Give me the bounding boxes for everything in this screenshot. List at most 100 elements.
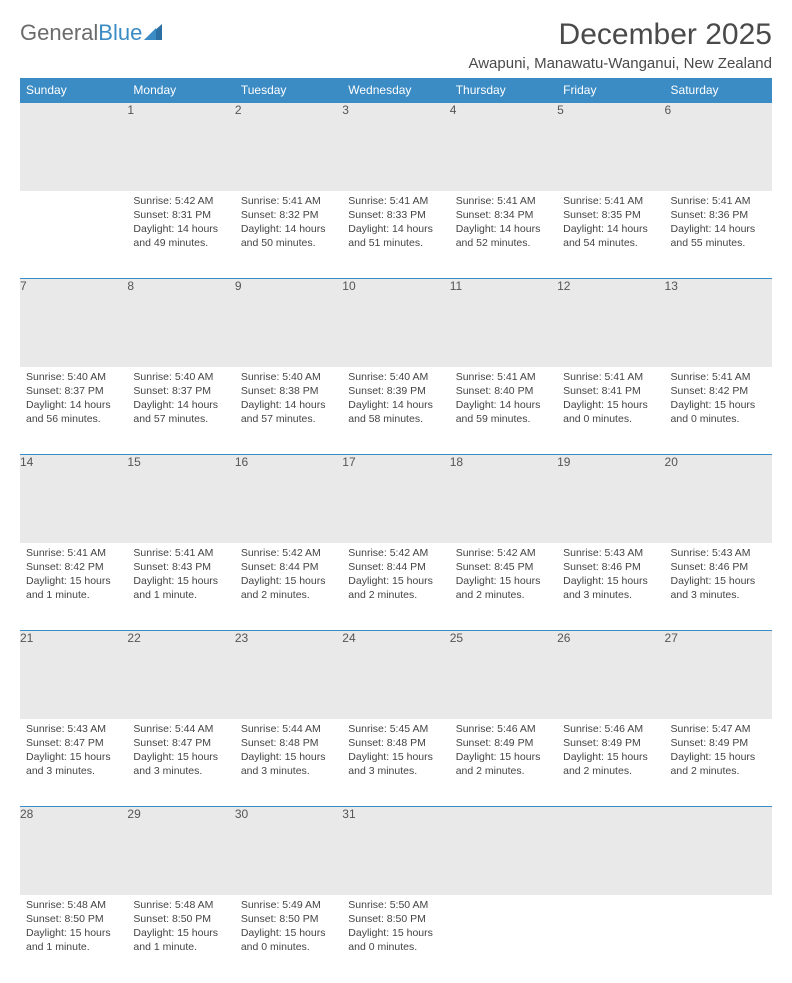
sunset-line: Sunset: 8:50 PM (241, 913, 319, 925)
sunset-line: Sunset: 8:43 PM (133, 561, 211, 573)
daylight-line: Daylight: 15 hours and 1 minute. (26, 927, 111, 953)
day-cell: Sunrise: 5:42 AMSunset: 8:44 PMDaylight:… (342, 543, 449, 631)
day-number-cell: 30 (235, 807, 342, 895)
logo-text-blue: Blue (98, 22, 142, 44)
day-number-cell (450, 807, 557, 895)
daylight-line: Daylight: 14 hours and 54 minutes. (563, 223, 648, 249)
day-cell-body: Sunrise: 5:47 AMSunset: 8:49 PMDaylight:… (665, 719, 772, 785)
daylight-line: Daylight: 15 hours and 2 minutes. (241, 575, 326, 601)
daylight-line: Daylight: 15 hours and 0 minutes. (348, 927, 433, 953)
day-cell-body: Sunrise: 5:41 AMSunset: 8:42 PMDaylight:… (20, 543, 127, 609)
sunset-line: Sunset: 8:50 PM (348, 913, 426, 925)
day-number-cell: 12 (557, 279, 664, 367)
day-cell (20, 191, 127, 279)
day-number-cell (665, 807, 772, 895)
sunrise-line: Sunrise: 5:41 AM (563, 371, 643, 383)
day-number-cell: 8 (127, 279, 234, 367)
day-cell-body: Sunrise: 5:48 AM Sunset: 8:50 PM Daylight:… (127, 895, 234, 961)
day-cell-body: Sunrise: 5:41 AMSunset: 8:43 PMDaylight:… (127, 543, 234, 609)
day-number-cell: 28 (20, 807, 127, 895)
day-cell-body: Sunrise: 5:42 AMSunset: 8:44 PMDaylight:… (342, 543, 449, 609)
day-number-cell: 10 (342, 279, 449, 367)
sunset-line: Sunset: 8:48 PM (348, 737, 426, 749)
daylight-line: Daylight: 14 hours and 55 minutes. (671, 223, 756, 249)
sunset-line: Sunset: 8:48 PM (241, 737, 319, 749)
sunset-line: Sunset: 8:32 PM (241, 209, 319, 221)
daylight-line: Daylight: 15 hours and 2 minutes. (456, 751, 541, 777)
day-number-cell: 14 (20, 455, 127, 543)
sunrise-line: Sunrise: 5:48 AM (133, 899, 213, 911)
day-cell: Sunrise: 5:41 AMSunset: 8:41 PMDaylight:… (557, 367, 664, 455)
sunset-line: Sunset: 8:45 PM (456, 561, 534, 573)
daylight-line: Daylight: 15 hours and 3 minutes. (26, 751, 111, 777)
day-cell-body: Sunrise: 5:42 AMSunset: 8:45 PMDaylight:… (450, 543, 557, 609)
day-cell: Sunrise: 5:40 AMSunset: 8:39 PMDaylight:… (342, 367, 449, 455)
sunrise-line: Sunrise: 5:41 AM (241, 195, 321, 207)
sunset-line: Sunset: 8:50 PM (26, 913, 104, 925)
weekday-header-row: SundayMondayTuesdayWednesdayThursdayFrid… (20, 78, 772, 103)
sunrise-line: Sunrise: 5:45 AM (348, 723, 428, 735)
sunset-line: Sunset: 8:34 PM (456, 209, 534, 221)
day-cell-body: Sunrise: 5:41 AM Sunset: 8:32 PM Daylight:… (235, 191, 342, 257)
daylight-line: Daylight: 14 hours and 50 minutes. (241, 223, 326, 249)
day-cell-body: Sunrise: 5:41 AMSunset: 8:34 PMDaylight:… (450, 191, 557, 257)
sunset-line: Sunset: 8:47 PM (133, 737, 211, 749)
day-cell-body: Sunrise: 5:41 AMSunset: 8:35 PMDaylight:… (557, 191, 664, 257)
day-number-cell (20, 103, 127, 191)
day-cell-body: Sunrise: 5:50 AM Sunset: 8:50 PM Daylight:… (342, 895, 449, 961)
day-number-cell: 27 (665, 631, 772, 719)
day-number-cell: 16 (235, 455, 342, 543)
day-cell: Sunrise: 5:43 AMSunset: 8:46 PMDaylight:… (665, 543, 772, 631)
sunset-line: Sunset: 8:40 PM (456, 385, 534, 397)
day-number-cell: 29 (127, 807, 234, 895)
day-cell: Sunrise: 5:44 AMSunset: 8:47 PMDaylight:… (127, 719, 234, 807)
sunrise-line: Sunrise: 5:41 AM (133, 547, 213, 559)
day-cell-body: Sunrise: 5:40 AMSunset: 8:38 PMDaylight:… (235, 367, 342, 433)
day-cell: Sunrise: 5:46 AMSunset: 8:49 PMDaylight:… (450, 719, 557, 807)
day-number-cell: 21 (20, 631, 127, 719)
day-cell-body: Sunrise: 5:44 AMSunset: 8:47 PMDaylight:… (127, 719, 234, 785)
logo-text-gray: General (20, 22, 98, 44)
sunset-line: Sunset: 8:50 PM (133, 913, 211, 925)
daylight-line: Daylight: 15 hours and 3 minutes. (348, 751, 433, 777)
sunrise-line: Sunrise: 5:48 AM (26, 899, 106, 911)
day-cell-body: Sunrise: 5:41 AMSunset: 8:40 PMDaylight:… (450, 367, 557, 433)
daylight-line: Daylight: 15 hours and 0 minutes. (671, 399, 756, 425)
sunset-line: Sunset: 8:33 PM (348, 209, 426, 221)
day-cell: Sunrise: 5:41 AM Sunset: 8:32 PM Daylight:… (235, 191, 342, 279)
day-cell: Sunrise: 5:41 AMSunset: 8:33 PMDaylight:… (342, 191, 449, 279)
day-number-cell: 24 (342, 631, 449, 719)
daylight-line: Daylight: 14 hours and 57 minutes. (241, 399, 326, 425)
daylight-line: Daylight: 15 hours and 2 minutes. (671, 751, 756, 777)
day-cell: Sunrise: 5:50 AM Sunset: 8:50 PM Daylight:… (342, 895, 449, 983)
sunset-line: Sunset: 8:37 PM (133, 385, 211, 397)
daylight-line: Daylight: 15 hours and 3 minutes. (133, 751, 218, 777)
weekday-header: Thursday (450, 78, 557, 103)
sunset-line: Sunset: 8:49 PM (671, 737, 749, 749)
day-cell (557, 895, 664, 983)
day-cell: Sunrise: 5:42 AMSunset: 8:31 PMDaylight:… (127, 191, 234, 279)
day-cell-body: Sunrise: 5:49 AMSunset: 8:50 PMDaylight:… (235, 895, 342, 961)
day-cell: Sunrise: 5:41 AMSunset: 8:34 PMDaylight:… (450, 191, 557, 279)
day-cell-body: Sunrise: 5:41 AMSunset: 8:33 PMDaylight:… (342, 191, 449, 257)
sunset-line: Sunset: 8:47 PM (26, 737, 104, 749)
daylight-line: Daylight: 14 hours and 51 minutes. (348, 223, 433, 249)
logo-sail-icon (144, 24, 166, 42)
sunset-line: Sunset: 8:36 PM (671, 209, 749, 221)
day-number-cell: 17 (342, 455, 449, 543)
daylight-line: Daylight: 15 hours and 0 minutes. (563, 399, 648, 425)
sunset-line: Sunset: 8:44 PM (348, 561, 426, 573)
daylight-line: Daylight: 15 hours and 2 minutes. (348, 575, 433, 601)
sunset-line: Sunset: 8:44 PM (241, 561, 319, 573)
sunrise-line: Sunrise: 5:50 AM (348, 899, 428, 911)
day-cell-body: Sunrise: 5:40 AMSunset: 8:39 PMDaylight:… (342, 367, 449, 433)
day-cell-body: Sunrise: 5:43 AMSunset: 8:46 PMDaylight:… (665, 543, 772, 609)
day-cell (450, 895, 557, 983)
daylight-line: Daylight: 15 hours and 1 minute. (133, 927, 218, 953)
day-number-cell: 15 (127, 455, 234, 543)
sunset-line: Sunset: 8:49 PM (456, 737, 534, 749)
day-cell: Sunrise: 5:40 AMSunset: 8:37 PMDaylight:… (127, 367, 234, 455)
day-cell-body: Sunrise: 5:46 AMSunset: 8:49 PMDaylight:… (557, 719, 664, 785)
sunrise-line: Sunrise: 5:42 AM (133, 195, 213, 207)
day-cell: Sunrise: 5:40 AMSunset: 8:37 PMDaylight:… (20, 367, 127, 455)
